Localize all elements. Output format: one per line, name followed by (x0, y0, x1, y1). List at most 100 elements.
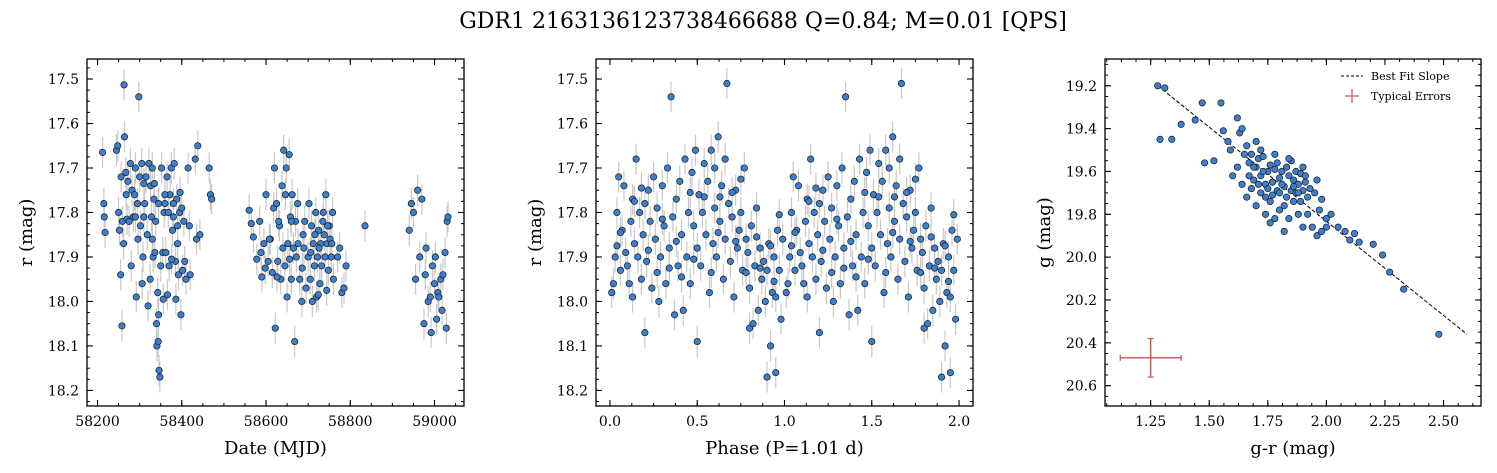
data-point (1369, 240, 1377, 248)
y-tick-label: 20.4 (1066, 336, 1097, 352)
data-point (1233, 163, 1241, 171)
x-tick-label: 2.00 (1311, 414, 1342, 430)
legend-entry: Best Fit Slope (1371, 70, 1449, 83)
data-point (847, 237, 855, 245)
data-point (697, 262, 705, 270)
data-point (862, 168, 871, 176)
data-point (168, 255, 176, 263)
data-point (151, 248, 159, 257)
data-point (205, 164, 213, 172)
data-point (1297, 197, 1305, 205)
data-point (302, 284, 310, 292)
data-point (815, 329, 823, 337)
data-point (124, 177, 132, 185)
data-point (945, 277, 953, 285)
data-point (1290, 197, 1298, 205)
axes-frame (1104, 58, 1482, 407)
data-point (821, 217, 829, 225)
data-point (1350, 230, 1359, 238)
data-point (170, 159, 178, 168)
data-point (819, 246, 827, 254)
data-point (135, 93, 143, 101)
data-point (856, 155, 864, 163)
data-point (775, 266, 783, 274)
data-point (1301, 172, 1309, 180)
data-point (208, 195, 216, 203)
data-point (951, 315, 960, 323)
data-point (887, 253, 895, 261)
y-tick-label: 20.6 (1066, 379, 1097, 395)
data-point (268, 268, 276, 277)
data-point (941, 242, 949, 250)
data-point (817, 257, 825, 265)
data-point (721, 235, 729, 243)
data-point (882, 268, 890, 277)
data-point (155, 311, 163, 319)
ticks-layer (596, 59, 973, 406)
data-point (630, 240, 638, 248)
data-point (1400, 285, 1408, 293)
data-point (283, 293, 291, 301)
data-point (165, 262, 173, 270)
data-point (924, 320, 932, 328)
data-point (871, 262, 879, 270)
data-point (260, 240, 268, 248)
data-point (850, 177, 858, 185)
data-point (667, 93, 675, 101)
data-point (273, 200, 281, 208)
data-point (1285, 215, 1293, 223)
data-point (704, 177, 712, 185)
data-point (125, 217, 133, 225)
y-tick-label: 17.9 (557, 250, 588, 266)
data-point (876, 231, 885, 239)
data-point (191, 155, 199, 163)
data-point (418, 195, 426, 203)
data-point (308, 297, 316, 306)
data-point (665, 264, 673, 272)
data-point (920, 284, 928, 292)
data-point (314, 291, 322, 299)
data-point (812, 275, 820, 283)
y-tick-label: 17.7 (48, 161, 79, 177)
data-point (100, 200, 108, 208)
data-point (707, 146, 715, 154)
data-point (616, 228, 624, 237)
data-point (901, 257, 909, 265)
data-point (688, 168, 696, 176)
data-point (890, 193, 899, 201)
data-point (281, 262, 289, 270)
data-point (323, 286, 331, 294)
data-point (329, 208, 337, 217)
data-point (179, 266, 187, 274)
data-point (801, 217, 809, 225)
data-point (740, 164, 748, 172)
data-point (286, 255, 294, 263)
data-point (1346, 236, 1354, 244)
data-point (932, 275, 940, 283)
data-point (753, 204, 761, 212)
data-point (155, 200, 163, 208)
data-point (808, 253, 816, 261)
data-point (613, 242, 621, 250)
legend: Best Fit Slope Typical Errors (1341, 70, 1451, 103)
data-point (716, 217, 724, 225)
data-point (176, 188, 184, 197)
data-point (756, 244, 764, 252)
data-point (1275, 189, 1284, 197)
data-point (763, 266, 771, 274)
data-point (142, 173, 150, 181)
data-point (1261, 193, 1270, 201)
data-point (763, 373, 771, 381)
data-point (805, 240, 813, 248)
data-point (1177, 120, 1185, 128)
y-tick-label: 20.0 (1066, 250, 1097, 266)
data-point (789, 173, 797, 181)
data-point (279, 244, 287, 252)
data-point (810, 208, 818, 217)
data-point (1266, 219, 1274, 227)
data-point (611, 253, 619, 261)
data-point (660, 222, 668, 230)
data-point (163, 291, 172, 299)
data-point (1229, 172, 1237, 180)
data-point (760, 257, 768, 265)
